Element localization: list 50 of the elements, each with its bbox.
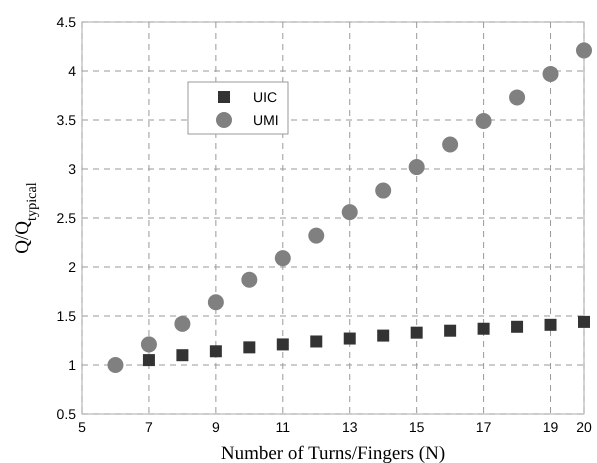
x-tick-label: 11 <box>276 419 290 435</box>
point <box>140 336 157 352</box>
y-tick-label: 0.5 <box>56 406 76 422</box>
point <box>241 272 258 288</box>
point <box>310 335 322 348</box>
x-tick-label: 9 <box>212 419 220 435</box>
point <box>344 332 356 345</box>
y-tick-label: 1 <box>68 357 76 373</box>
point <box>377 330 390 342</box>
point <box>342 204 358 220</box>
point <box>142 354 155 366</box>
point <box>174 316 190 332</box>
point <box>274 250 291 266</box>
x-tick-label: 7 <box>145 419 154 435</box>
point <box>176 349 188 362</box>
x-tick-label: 19 <box>542 419 559 435</box>
point <box>511 320 524 333</box>
y-tick-label: 4.5 <box>56 14 76 30</box>
point <box>478 322 490 335</box>
x-tick-label: 13 <box>342 419 358 435</box>
x-tick-label: 15 <box>408 419 425 435</box>
point <box>410 326 423 339</box>
point <box>578 316 590 328</box>
point <box>208 294 224 310</box>
point <box>444 324 456 337</box>
point <box>107 357 124 373</box>
x-tick-label: 17 <box>476 419 492 435</box>
point <box>442 136 458 152</box>
point <box>576 42 592 58</box>
point <box>476 112 492 129</box>
legend-label: UMI <box>253 112 279 128</box>
point <box>308 228 324 244</box>
point <box>243 341 256 354</box>
y-tick-label: 3 <box>68 161 76 177</box>
point <box>544 318 557 331</box>
point <box>542 66 559 82</box>
x-tick-label: 5 <box>78 419 86 435</box>
point <box>276 338 289 350</box>
legend-label: UIC <box>253 89 278 105</box>
x-axis-title: Number of Turns/Fingers (N) <box>220 443 446 463</box>
y-tick-label: 2 <box>68 259 76 275</box>
point <box>509 89 526 106</box>
y-tick-label: 3.5 <box>56 112 76 128</box>
y-tick-label: 1.5 <box>56 308 76 324</box>
y-tick-label: 4 <box>68 63 76 79</box>
point <box>210 345 222 358</box>
point <box>375 182 392 199</box>
point <box>408 159 425 176</box>
y-tick-label: 2.5 <box>56 210 76 226</box>
x-tick-label: 20 <box>576 419 592 435</box>
